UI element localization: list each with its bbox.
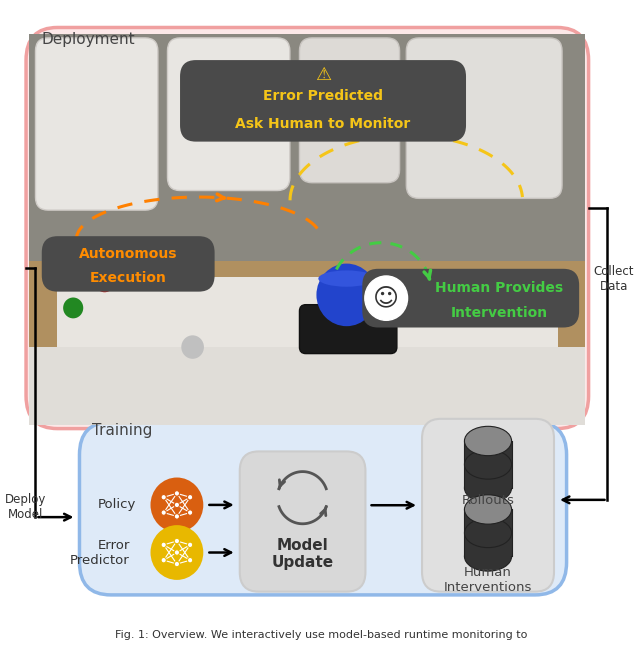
- Text: Training: Training: [92, 423, 152, 438]
- Text: Fig. 1: Overview. We interactively use model-based runtime monitoring to: Fig. 1: Overview. We interactively use m…: [115, 630, 527, 641]
- Text: Error
Predictor: Error Predictor: [70, 538, 130, 567]
- Polygon shape: [29, 34, 586, 269]
- FancyBboxPatch shape: [26, 28, 589, 428]
- Circle shape: [316, 263, 377, 326]
- Polygon shape: [29, 347, 586, 425]
- FancyBboxPatch shape: [300, 305, 397, 354]
- Text: Model
Update: Model Update: [271, 538, 333, 570]
- Circle shape: [365, 276, 408, 320]
- Polygon shape: [29, 261, 586, 347]
- Circle shape: [161, 557, 166, 563]
- FancyBboxPatch shape: [35, 38, 158, 210]
- Text: Rollouts: Rollouts: [461, 494, 515, 507]
- Ellipse shape: [465, 518, 511, 548]
- Text: Ask Human to Monitor: Ask Human to Monitor: [236, 117, 411, 131]
- Polygon shape: [57, 276, 557, 425]
- Circle shape: [188, 542, 193, 548]
- Circle shape: [161, 510, 166, 515]
- Circle shape: [161, 542, 166, 548]
- Text: Collect
Data: Collect Data: [593, 265, 634, 293]
- Text: Autonomous: Autonomous: [79, 248, 177, 261]
- Text: Human
Interventions: Human Interventions: [444, 565, 532, 593]
- FancyBboxPatch shape: [168, 38, 290, 191]
- Text: ☺: ☺: [373, 286, 399, 310]
- FancyBboxPatch shape: [422, 419, 554, 591]
- FancyBboxPatch shape: [465, 441, 511, 488]
- Ellipse shape: [465, 474, 511, 502]
- Circle shape: [472, 271, 492, 292]
- Ellipse shape: [465, 426, 511, 456]
- Circle shape: [188, 495, 193, 500]
- Text: Deploy
Model: Deploy Model: [5, 493, 47, 521]
- Ellipse shape: [465, 450, 511, 479]
- Circle shape: [188, 510, 193, 515]
- Circle shape: [174, 561, 180, 567]
- FancyBboxPatch shape: [180, 60, 466, 141]
- Text: Deployment: Deployment: [42, 32, 136, 47]
- Circle shape: [174, 550, 180, 555]
- Circle shape: [63, 297, 83, 318]
- Ellipse shape: [318, 271, 375, 287]
- Text: Policy: Policy: [98, 498, 136, 512]
- Text: Error Predicted: Error Predicted: [263, 89, 383, 103]
- Circle shape: [174, 514, 180, 519]
- Ellipse shape: [315, 308, 378, 328]
- Text: Human Provides: Human Provides: [435, 281, 563, 295]
- Circle shape: [150, 525, 204, 580]
- Text: Execution: Execution: [90, 271, 166, 285]
- Circle shape: [150, 477, 204, 533]
- Circle shape: [174, 538, 180, 544]
- FancyBboxPatch shape: [300, 38, 399, 183]
- Ellipse shape: [465, 542, 511, 571]
- Circle shape: [95, 271, 115, 292]
- FancyBboxPatch shape: [240, 451, 365, 591]
- Circle shape: [181, 335, 204, 359]
- Ellipse shape: [465, 495, 511, 524]
- Circle shape: [161, 495, 166, 500]
- Circle shape: [188, 557, 193, 563]
- FancyBboxPatch shape: [406, 38, 562, 198]
- FancyBboxPatch shape: [465, 510, 511, 557]
- FancyBboxPatch shape: [79, 422, 566, 595]
- Text: Intervention: Intervention: [451, 306, 547, 320]
- Circle shape: [174, 491, 180, 496]
- Circle shape: [174, 502, 180, 508]
- FancyBboxPatch shape: [42, 236, 214, 291]
- Text: ⚠: ⚠: [315, 66, 331, 84]
- FancyBboxPatch shape: [362, 269, 579, 328]
